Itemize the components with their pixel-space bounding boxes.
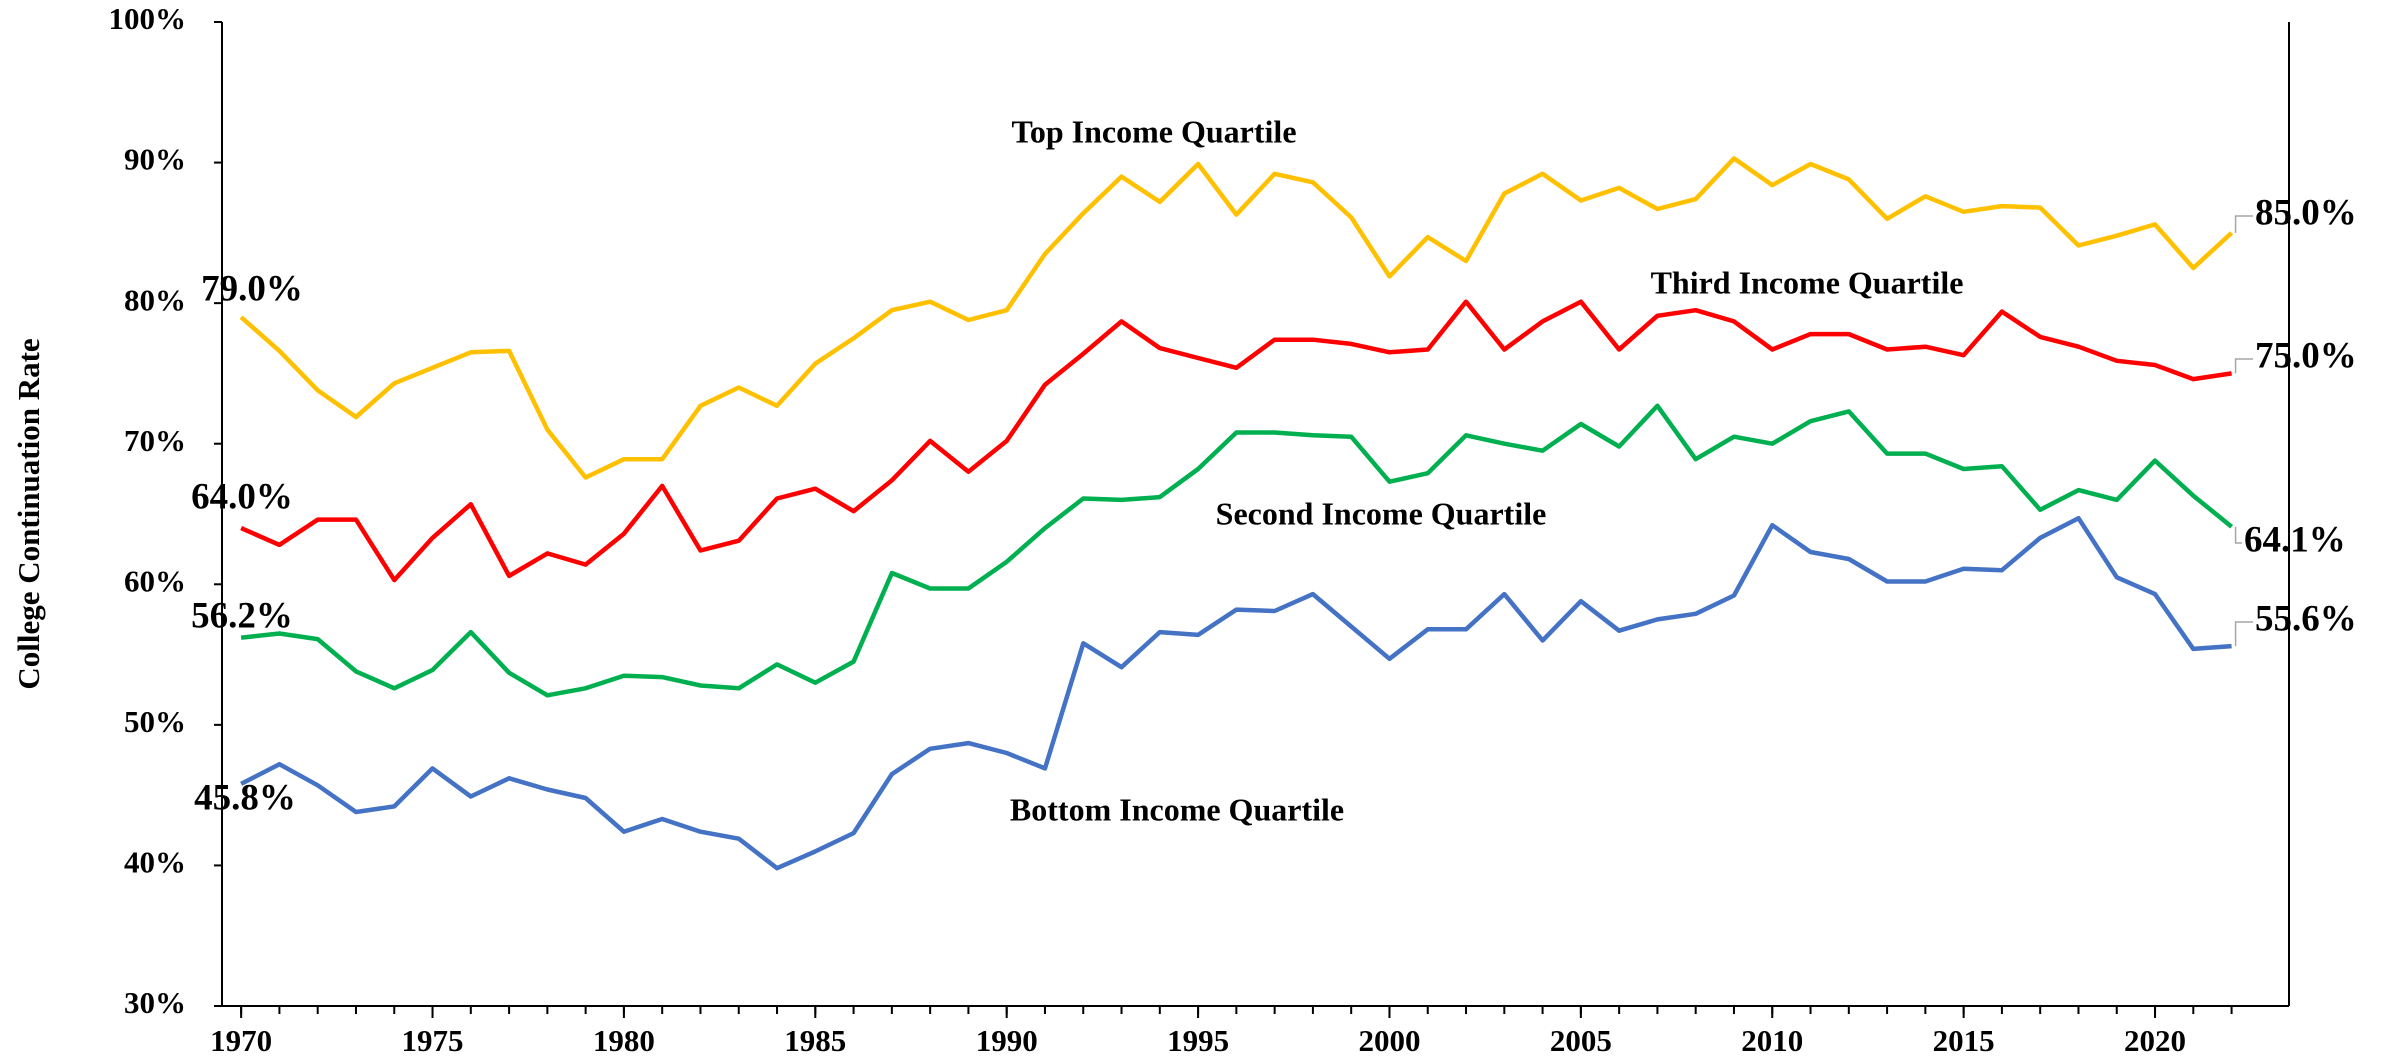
x-tick-label: 1990 — [976, 1023, 1038, 1058]
data-label: 79.0% — [201, 268, 303, 309]
x-tick-label: 2005 — [1550, 1023, 1612, 1058]
x-tick-label: 1975 — [402, 1023, 464, 1058]
leader-line — [2234, 526, 2242, 544]
data-label: 56.2% — [191, 595, 293, 636]
data-label: 75.0% — [2255, 335, 2357, 376]
x-tick-label: 2000 — [1358, 1023, 1420, 1058]
data-label: 64.0% — [191, 476, 293, 517]
series-line — [240, 299, 2232, 583]
y-tick-label: 70% — [124, 423, 186, 458]
leader-line — [2234, 621, 2253, 647]
data-label: 64.1% — [2244, 519, 2346, 560]
y-tick-label: 80% — [124, 282, 186, 317]
series-label: Third Income Quartile — [1651, 264, 1964, 300]
x-tick-label: 1995 — [1167, 1023, 1229, 1058]
x-tick-label: 2020 — [2124, 1023, 2186, 1058]
y-tick-label: 40% — [124, 845, 186, 880]
data-label: 85.0% — [2255, 192, 2357, 233]
y-tick-label: 30% — [124, 985, 186, 1020]
data-label: 45.8% — [194, 777, 296, 818]
leader-line — [2234, 215, 2253, 233]
x-tick-label: 1985 — [784, 1023, 846, 1058]
x-tick-label: 1980 — [593, 1023, 655, 1058]
y-tick-label: 100% — [109, 1, 187, 36]
series-line — [239, 156, 2234, 480]
series-label: Top Income Quartile — [1011, 113, 1296, 149]
x-tick-label: 2010 — [1741, 1023, 1803, 1058]
y-tick-label: 50% — [124, 704, 186, 739]
leader-line — [2234, 358, 2253, 374]
y-axis-label: College Continuation Rate — [11, 338, 46, 689]
series-label: Second Income Quartile — [1216, 495, 1547, 531]
x-tick-label: 1970 — [210, 1023, 272, 1058]
y-tick-label: 60% — [124, 563, 186, 598]
y-tick-label: 90% — [124, 142, 186, 177]
series-label: Bottom Income Quartile — [1010, 791, 1344, 827]
x-tick-label: 2015 — [1933, 1023, 1995, 1058]
series-line — [240, 403, 2234, 698]
data-label: 55.6% — [2255, 598, 2357, 639]
series-line — [240, 515, 2232, 871]
